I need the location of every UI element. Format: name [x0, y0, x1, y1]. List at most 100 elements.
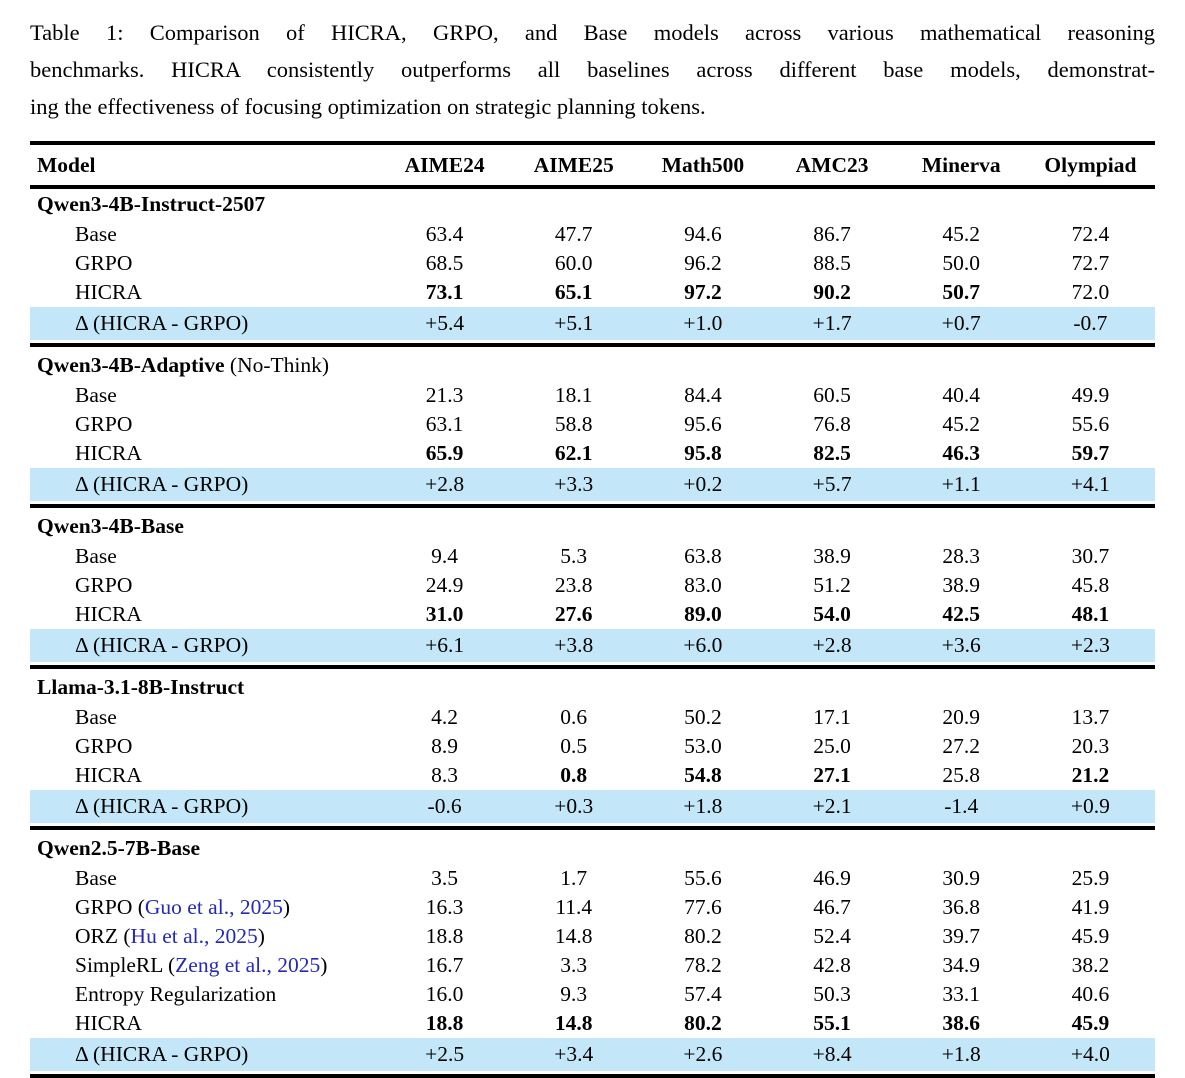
row-label: Base	[75, 544, 117, 568]
metric-value: 27.1	[813, 763, 851, 787]
metric-value: 18.8	[425, 924, 464, 948]
metric-value: 50.7	[942, 280, 981, 304]
metric-value: 3.5	[431, 866, 459, 890]
metric-value: 65.9	[425, 441, 464, 465]
metric-value: 84.4	[684, 383, 722, 407]
model-group-name: Qwen2.5-7B-Base	[37, 836, 201, 860]
metric-value: 34.9	[942, 953, 981, 977]
metric-value: 30.9	[942, 866, 981, 890]
model-group-label: Qwen3-4B-Instruct-2507	[30, 192, 380, 217]
metric-value: 46.9	[813, 866, 851, 890]
metric-value: 51.2	[813, 573, 851, 597]
delta-row: Δ (HICRA - GRPO) -0.6 +0.3 +1.8 +2.1 -1.4 +0.9	[30, 790, 1155, 823]
metric-value: 45.9	[1071, 1011, 1110, 1035]
delta-row: Δ (HICRA - GRPO) +6.1 +3.8 +6.0 +2.8 +3.6 +2.3	[30, 629, 1155, 662]
metric-value: 8.3	[431, 763, 459, 787]
citation-link[interactable]: Zeng et al., 2025	[175, 953, 321, 977]
metric-value: 72.0	[1071, 280, 1110, 304]
metric-value: 52.4	[813, 924, 851, 948]
metric-value: 60.0	[554, 251, 593, 275]
metric-value: 68.5	[425, 251, 464, 275]
metric-value: 1.7	[560, 866, 588, 890]
metric-value: 3.3	[560, 953, 588, 977]
metric-value: 23.8	[554, 573, 593, 597]
section-divider	[30, 343, 1155, 347]
metric-value: 97.2	[684, 280, 722, 304]
column-header-olympiad: Olympiad	[1044, 152, 1137, 177]
section-divider	[30, 504, 1155, 508]
metric-value: 18.1	[554, 383, 593, 407]
row-label: HICRA	[75, 1011, 142, 1035]
metric-value: 50.3	[813, 982, 851, 1006]
row-label: Δ (HICRA - GRPO)	[75, 794, 249, 818]
metric-value: 31.0	[425, 602, 464, 626]
metric-value: 21.3	[425, 383, 464, 407]
metric-value: 58.8	[554, 412, 593, 436]
delta-row: Δ (HICRA - GRPO) +2.8 +3.3 +0.2 +5.7 +1.1 +4.1	[30, 468, 1155, 501]
row-label: GRPO	[75, 734, 133, 758]
row-label: SimpleRL (Zeng et al., 2025)	[30, 953, 380, 978]
metric-value: 42.8	[813, 953, 851, 977]
metric-value: 9.3	[560, 982, 588, 1006]
metric-value: 90.2	[813, 280, 851, 304]
row-label: GRPO	[75, 251, 133, 275]
metric-value: 65.1	[554, 280, 593, 304]
table-row: Base 9.4 5.3 63.8 38.9 28.3 30.7	[30, 542, 1155, 571]
table-row: GRPO 24.9 23.8 83.0 51.2 38.9 45.8	[30, 571, 1155, 600]
metric-value: 14.8	[554, 1011, 593, 1035]
metric-value: +2.8	[425, 472, 465, 496]
metric-value: 55.1	[813, 1011, 851, 1035]
metric-value: 53.0	[684, 734, 722, 758]
row-label-text: )	[282, 895, 290, 919]
table-row: HICRA 8.3 0.8 54.8 27.1 25.8 21.2	[30, 761, 1155, 790]
metric-value: +1.1	[941, 472, 981, 496]
metric-value: 20.3	[1071, 734, 1110, 758]
metric-value: 20.9	[942, 705, 981, 729]
metric-value: +5.1	[554, 311, 594, 335]
metric-value: +0.2	[683, 472, 723, 496]
model-group-row: Qwen3-4B-Adaptive (No-Think)	[30, 350, 1155, 381]
row-label: GRPO	[75, 573, 133, 597]
metric-value: 38.9	[813, 544, 851, 568]
row-label: GRPO (Guo et al., 2025)	[30, 895, 380, 920]
metric-value: 16.0	[425, 982, 464, 1006]
metric-value: 48.1	[1071, 602, 1110, 626]
table-row: Base 63.4 47.7 94.6 86.7 45.2 72.4	[30, 220, 1155, 249]
metric-value: 18.8	[425, 1011, 464, 1035]
metric-value: 16.3	[425, 895, 464, 919]
metric-value: 27.2	[942, 734, 981, 758]
row-label: ORZ (Hu et al., 2025)	[30, 924, 380, 949]
metric-value: 25.9	[1071, 866, 1110, 890]
metric-value: 94.6	[684, 222, 722, 246]
row-label-text: GRPO (	[75, 895, 145, 919]
metric-value: 59.7	[1071, 441, 1110, 465]
metric-value: 33.1	[942, 982, 981, 1006]
row-label: HICRA	[75, 763, 142, 787]
header-bottom-rule	[30, 185, 1155, 189]
row-label: HICRA	[75, 280, 142, 304]
metric-value: 83.0	[684, 573, 722, 597]
metric-value: 45.9	[1071, 924, 1110, 948]
metric-value: 21.2	[1071, 763, 1110, 787]
metric-value: 86.7	[813, 222, 851, 246]
model-group-label: Qwen3-4B-Base	[30, 514, 380, 539]
metric-value: 45.8	[1071, 573, 1110, 597]
metric-value: 95.8	[684, 441, 722, 465]
caption-line: benchmarks. HICRA consistently outperfor…	[30, 57, 1155, 82]
table-bottom-rule	[30, 1074, 1155, 1078]
metric-value: 38.9	[942, 573, 981, 597]
row-label: HICRA	[75, 602, 142, 626]
metric-value: 96.2	[684, 251, 722, 275]
model-group-label: Qwen3-4B-Adaptive (No-Think)	[30, 353, 380, 378]
column-header-math500: Math500	[661, 152, 745, 177]
model-group-name: Llama-3.1-8B-Instruct	[37, 675, 245, 699]
metric-value: 0.8	[560, 763, 588, 787]
row-label: Base	[75, 222, 117, 246]
citation-link[interactable]: Guo et al., 2025	[144, 895, 283, 919]
row-label-text: )	[320, 953, 328, 977]
row-label: Δ (HICRA - GRPO)	[75, 472, 249, 496]
citation-link[interactable]: Hu et al., 2025	[130, 924, 258, 948]
results-table: Model AIME24 AIME25 Math500 AMC23 Minerv…	[30, 141, 1155, 1078]
metric-value: 40.6	[1071, 982, 1110, 1006]
table-row: Base 4.2 0.6 50.2 17.1 20.9 13.7	[30, 703, 1155, 732]
